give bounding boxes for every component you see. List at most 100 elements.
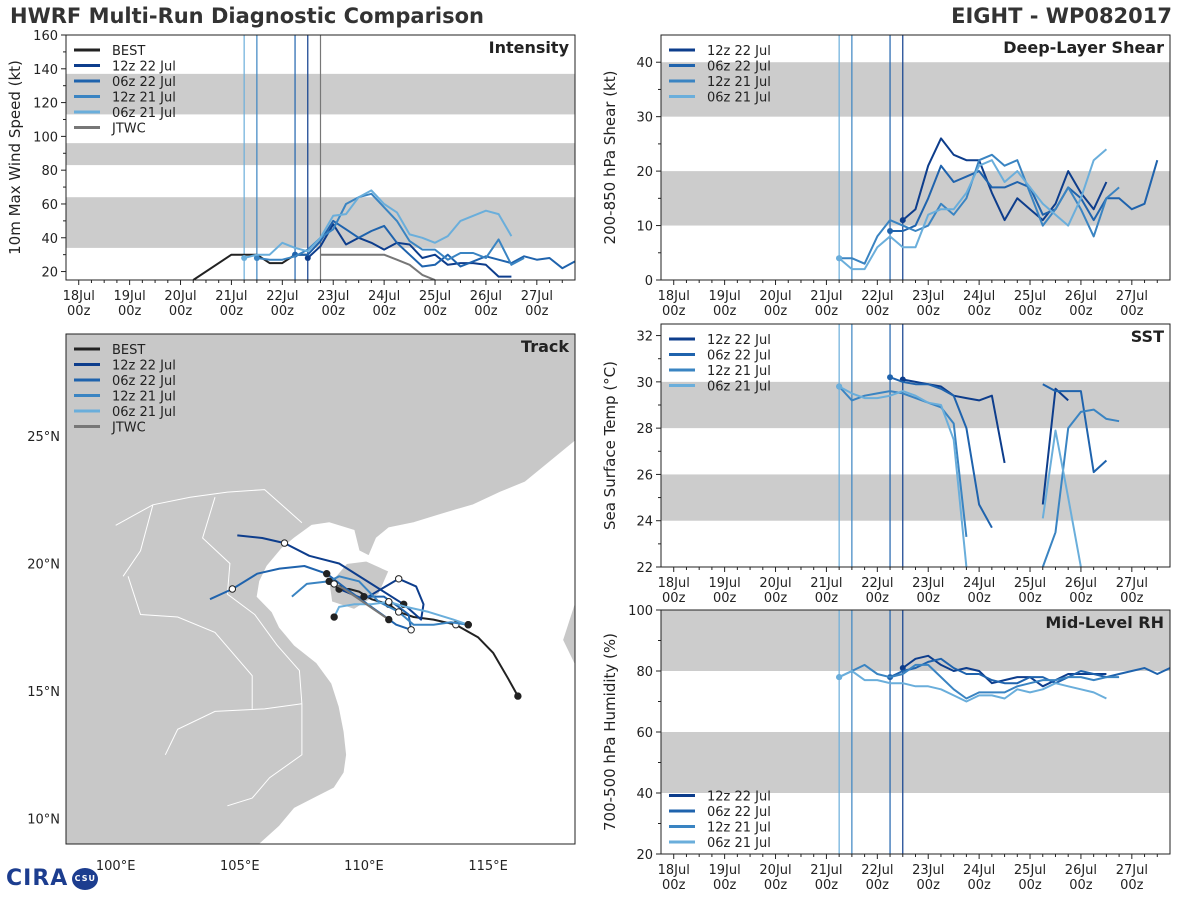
shear-xtick-label-2: 20Jul bbox=[759, 289, 791, 304]
rh-xtick-label-0: 18Jul bbox=[658, 863, 690, 878]
intensity-xtick-label-7: 25Jul bbox=[419, 289, 451, 304]
shear-series-line-2 bbox=[839, 153, 1120, 265]
rh-legend-label-0: 12z 22 Jul bbox=[707, 790, 771, 805]
sst-series-line-1 bbox=[889, 376, 1108, 529]
rh-title: Mid-Level RH bbox=[1045, 613, 1164, 632]
track-legend-label-3: 12z 21 Jul bbox=[112, 390, 176, 405]
track-line-2 bbox=[209, 565, 413, 631]
track-legend-label-4: 06z 21 Jul bbox=[112, 405, 176, 420]
track-lon-label-2: 110°E bbox=[344, 859, 384, 874]
sst-xtick-label-hour-7: 00z bbox=[1018, 591, 1042, 606]
shear-legend-label-1: 06z 22 Jul bbox=[707, 60, 771, 75]
country-border-4 bbox=[127, 576, 253, 709]
sst-xtick-label-7: 25Jul bbox=[1014, 576, 1046, 591]
intensity-xtick-label-0: 18Jul bbox=[63, 289, 95, 304]
intensity-series-line-2 bbox=[295, 219, 575, 270]
sst-band-0 bbox=[661, 474, 1170, 521]
track-point-0-0 bbox=[514, 692, 522, 700]
country-border-2 bbox=[202, 497, 303, 704]
country-border-3 bbox=[164, 703, 302, 756]
sst-xtick-label-hour-2: 00z bbox=[764, 591, 788, 606]
intensity-ylabel: 10m Max Wind Speed (kt) bbox=[6, 60, 24, 255]
rh-xtick-label-hour-5: 00z bbox=[917, 878, 941, 893]
rh-legend-label-2: 12z 21 Jul bbox=[707, 821, 771, 836]
rh-xtick-label-hour-1: 00z bbox=[713, 878, 737, 893]
rh-ytick-label-1: 40 bbox=[636, 787, 653, 802]
country-border-5 bbox=[227, 703, 303, 807]
rh-series-line-3 bbox=[838, 670, 1107, 703]
shear-series-group bbox=[836, 137, 1159, 271]
track-point-1-4 bbox=[395, 575, 403, 583]
sst-xtick-label-hour-1: 00z bbox=[713, 591, 737, 606]
sst-init-point-1 bbox=[887, 374, 894, 381]
track-point-2-4 bbox=[407, 626, 415, 634]
track-point-4-4 bbox=[385, 598, 393, 606]
intensity-legend-label-5: JTWC bbox=[111, 122, 146, 137]
shear-ylabel: 200-850 hPa Shear (kt) bbox=[601, 71, 619, 245]
shear-ytick-label-3: 30 bbox=[636, 111, 653, 126]
intensity-xtick-label-6: 24Jul bbox=[368, 289, 400, 304]
rh-ytick-label-4: 100 bbox=[628, 604, 653, 619]
rh-series-line-2 bbox=[838, 663, 1120, 700]
intensity-xtick-label-1: 19Jul bbox=[114, 289, 146, 304]
shear-legend-label-2: 12z 21 Jul bbox=[707, 75, 771, 90]
chart-rh: 20 40 60 80 100 700-500 hPa Humidity (%) 18Jul… bbox=[601, 604, 1171, 893]
intensity-xtick-label-9: 27Jul bbox=[521, 289, 553, 304]
rh-ytick-label-2: 60 bbox=[636, 726, 653, 741]
intensity-xtick-label-hour-0: 00z bbox=[67, 304, 91, 319]
shear-xtick-label-7: 25Jul bbox=[1014, 289, 1046, 304]
rh-xtick-label-9: 27Jul bbox=[1116, 863, 1148, 878]
intensity-legend-label-3: 12z 21 Jul bbox=[112, 91, 176, 106]
logo-text: CIRA bbox=[6, 866, 69, 891]
hainan-island bbox=[328, 560, 390, 610]
track-point-5-0 bbox=[385, 615, 393, 624]
shear-ytick-label-2: 20 bbox=[636, 165, 653, 180]
sst-ytick-label-0: 22 bbox=[636, 561, 653, 576]
track-lat-label-0: 10°N bbox=[27, 813, 60, 828]
shear-xtick-label-0: 18Jul bbox=[658, 289, 690, 304]
track-point-4-0 bbox=[464, 621, 472, 629]
rh-band-1 bbox=[661, 610, 1170, 671]
rh-xtick-label-1: 19Jul bbox=[709, 863, 741, 878]
sst-xtick-label-3: 21Jul bbox=[810, 576, 842, 591]
intensity-ytick-label-7: 160 bbox=[33, 29, 58, 44]
track-legend-label-1: 12z 22 Jul bbox=[112, 359, 176, 374]
rh-legend-label-1: 06z 22 Jul bbox=[707, 805, 771, 820]
country-border-1 bbox=[122, 504, 154, 577]
track-point-2-0 bbox=[360, 592, 368, 601]
shear-xtick-label-3: 21Jul bbox=[810, 289, 842, 304]
sst-ytick-label-5: 32 bbox=[636, 330, 653, 345]
sst-xtick-label-hour-0: 00z bbox=[662, 591, 686, 606]
rh-xtick-label-hour-3: 00z bbox=[815, 878, 839, 893]
shear-xtick-label-9: 27Jul bbox=[1116, 289, 1148, 304]
track-point-4-8 bbox=[330, 613, 338, 621]
intensity-ytick-label-1: 40 bbox=[41, 232, 58, 247]
intensity-xtick-label-4: 22Jul bbox=[266, 289, 298, 304]
shear-xtick-label-hour-7: 00z bbox=[1018, 304, 1042, 319]
track-point-3-4 bbox=[395, 608, 403, 616]
shear-series-line-1 bbox=[890, 159, 1159, 232]
shear-xtick-label-hour-4: 00z bbox=[866, 304, 890, 319]
shear-xtick-label-hour-3: 00z bbox=[815, 304, 839, 319]
shear-ytick-label-4: 40 bbox=[636, 56, 653, 71]
intensity-series-line-3 bbox=[256, 192, 525, 266]
intensity-xtick-label-hour-4: 00z bbox=[271, 304, 295, 319]
cira-logo: CIRA CSU bbox=[6, 866, 99, 891]
rh-band-0 bbox=[661, 732, 1170, 793]
shear-series-line-3 bbox=[838, 148, 1108, 271]
track-line-5 bbox=[333, 583, 390, 621]
country-border-0 bbox=[115, 489, 303, 526]
intensity-xtick-label-5: 23Jul bbox=[317, 289, 349, 304]
rh-xtick-label-8: 26Jul bbox=[1065, 863, 1097, 878]
sst-xtick-label-hour-6: 00z bbox=[967, 591, 991, 606]
track-map bbox=[66, 334, 575, 844]
intensity-ytick-label-4: 100 bbox=[33, 130, 58, 145]
sst-xtick-label-hour-9: 00z bbox=[1120, 591, 1144, 606]
sst-xtick-label-hour-5: 00z bbox=[917, 591, 941, 606]
sst-xtick-label-9: 27Jul bbox=[1116, 576, 1148, 591]
shear-xtick-label-1: 19Jul bbox=[709, 289, 741, 304]
